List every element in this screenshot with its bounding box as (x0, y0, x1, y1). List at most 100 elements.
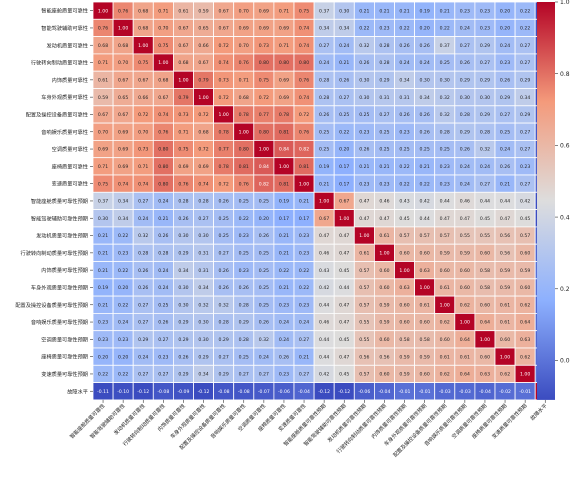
cell-value-label: 0.23 (480, 26, 490, 32)
cell-value-label: 0.37 (440, 43, 450, 49)
cell-value-label: 0.21 (440, 8, 450, 14)
cell-value-label: 0.24 (420, 60, 430, 66)
cell-value-label: 0.69 (198, 164, 208, 170)
cell-value-label: 0.45 (339, 337, 349, 343)
cell-value-label: 0.55 (359, 337, 369, 343)
cell-value-label: 0.22 (118, 302, 128, 308)
cell-value-label: 0.25 (500, 129, 510, 135)
cell-value-label: 0.60 (420, 250, 430, 256)
y-tick-label: 故障水平 (67, 387, 88, 395)
cell-value-label: 0.43 (399, 199, 409, 205)
cell-value-label: 0.21 (279, 285, 289, 291)
cell-value-label: 0.61 (420, 302, 430, 308)
cell-value-label: 0.24 (480, 164, 490, 170)
cell-value-label: 0.60 (399, 250, 409, 256)
cell-value-label: -0.01 (519, 389, 531, 395)
cell-value-label: -0.12 (198, 389, 210, 395)
cell-value-label: 0.22 (279, 268, 289, 274)
cell-value-label: 0.81 (299, 164, 309, 170)
cell-value-label: 0.27 (460, 43, 470, 49)
cell-value-label: 0.21 (279, 233, 289, 239)
cell-value-label: 0.60 (520, 285, 530, 291)
cell-value-label: 0.23 (460, 8, 470, 14)
cell-value-label: 0.42 (520, 199, 530, 205)
cell-value-label: -0.12 (137, 389, 149, 395)
cell-value-label: 0.59 (520, 268, 530, 274)
cell-value-label: 0.34 (118, 216, 128, 222)
cell-value-label: 0.26 (138, 268, 148, 274)
cell-value-label: 0.79 (198, 77, 208, 83)
cell-value-label: 0.69 (279, 26, 289, 32)
cell-value-label: 0.72 (198, 147, 208, 153)
cell-value-label: -0.10 (117, 389, 129, 395)
cell-value-label: 0.30 (98, 216, 108, 222)
cell-value-label: 0.59 (379, 320, 389, 326)
cell-value-label: 0.20 (98, 354, 108, 360)
cell-value-label: -0.01 (419, 389, 431, 395)
cell-value-label: 1.00 (279, 164, 289, 170)
cell-value-label: 0.29 (460, 77, 470, 83)
cell-value-label: 0.47 (339, 302, 349, 308)
y-tick-label: 内饰质量可靠性 (52, 76, 88, 84)
y-tick-label: 车身外观质量可靠性 (41, 93, 88, 101)
x-tick-label: 音响娱乐质量可靠性 (208, 402, 247, 441)
cell-value-label: 0.25 (359, 112, 369, 118)
cell-value-label: 0.29 (520, 112, 530, 118)
cell-value-label: -0.08 (157, 389, 169, 395)
cell-value-label: 0.31 (198, 250, 208, 256)
cell-value-label: 0.25 (399, 147, 409, 153)
cell-value-label: 0.61 (98, 77, 108, 83)
cell-value-label: 0.27 (520, 147, 530, 153)
cell-value-label: 0.24 (339, 43, 349, 49)
cell-value-label: 0.24 (158, 268, 168, 274)
cell-value-label: 0.76 (239, 60, 249, 66)
cell-value-label: 0.37 (98, 199, 108, 205)
cell-value-label: 0.44 (319, 354, 329, 360)
cell-value-label: 0.59 (98, 95, 108, 101)
cell-value-label: 0.26 (420, 43, 430, 49)
cell-value-label: 0.56 (379, 354, 389, 360)
cell-value-label: 0.23 (279, 302, 289, 308)
cell-value-label: 0.29 (138, 337, 148, 343)
cell-value-label: 0.26 (339, 77, 349, 83)
cell-value-label: 0.20 (259, 216, 269, 222)
cell-value-label: 0.74 (299, 26, 309, 32)
cell-value-label: 0.26 (239, 285, 249, 291)
cell-value-label: 0.25 (219, 216, 229, 222)
cell-value-label: 0.67 (319, 216, 329, 222)
cell-value-label: 0.21 (279, 250, 289, 256)
cell-value-label: 0.47 (339, 233, 349, 239)
cell-value-label: 0.23 (299, 302, 309, 308)
cell-value-label: 0.79 (178, 95, 188, 101)
cell-value-label: 0.25 (239, 250, 249, 256)
cell-value-label: 0.46 (319, 320, 329, 326)
cell-value-label: 0.69 (118, 164, 128, 170)
cell-value-label: 0.22 (118, 372, 128, 378)
cell-value-label: 0.27 (138, 320, 148, 326)
cell-value-label: 0.58 (399, 337, 409, 343)
cell-value-label: 0.32 (440, 95, 450, 101)
cell-value-label: 0.24 (460, 181, 470, 187)
cell-value-label: 0.78 (219, 164, 229, 170)
cell-value-label: 0.25 (379, 129, 389, 135)
cell-value-label: 0.69 (178, 164, 188, 170)
cell-value-label: -0.12 (338, 389, 350, 395)
cell-value-label: 0.26 (319, 112, 329, 118)
cell-value-label: 0.60 (460, 268, 470, 274)
cell-value-label: 0.23 (359, 181, 369, 187)
cell-value-label: 0.25 (259, 250, 269, 256)
cell-value-label: 0.25 (420, 147, 430, 153)
cell-value-label: 0.20 (500, 8, 510, 14)
cell-value-label: 1.00 (440, 302, 450, 308)
cell-value-label: 0.67 (219, 26, 229, 32)
cell-value-label: 0.23 (440, 164, 450, 170)
cell-value-label: 0.42 (420, 199, 430, 205)
cell-value-label: 0.60 (420, 320, 430, 326)
cell-value-label: 0.77 (219, 147, 229, 153)
cell-value-label: 1.00 (339, 216, 349, 222)
cell-value-label: 0.29 (178, 250, 188, 256)
x-tick-label: 智能座舱质量可靠性 (68, 402, 107, 441)
cell-value-label: 0.23 (379, 26, 389, 32)
cell-value-label: 0.56 (359, 354, 369, 360)
cell-value-label: 0.71 (239, 77, 249, 83)
